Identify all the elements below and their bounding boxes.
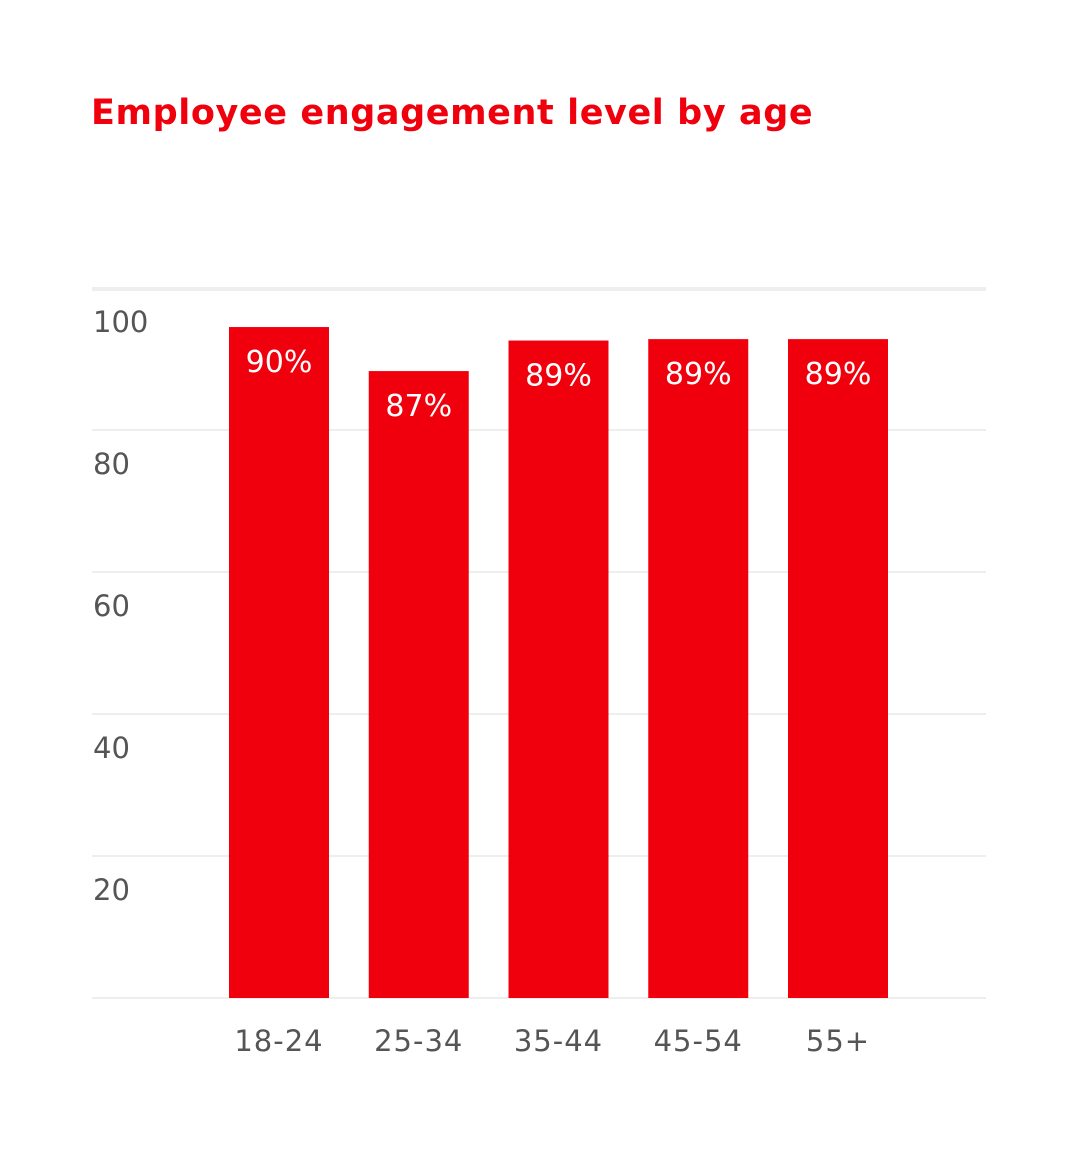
- bar-value-label: 89%: [805, 357, 872, 392]
- bar-value-label: 89%: [525, 359, 592, 394]
- y-tick-label: 40: [93, 731, 130, 765]
- y-tick-label: 80: [93, 447, 130, 481]
- x-category-label: 45-54: [654, 1024, 743, 1058]
- bar: [508, 340, 609, 998]
- y-tick-label: 60: [93, 589, 130, 623]
- bar: [788, 339, 888, 998]
- bar-value-label: 90%: [246, 345, 313, 380]
- x-category-label: 25-34: [374, 1024, 463, 1058]
- x-category-label: 55+: [806, 1024, 870, 1058]
- x-category-label: 18-24: [234, 1024, 323, 1058]
- y-axis-tick-labels: 20 40 60 80 100: [93, 305, 148, 907]
- bar: [648, 339, 749, 998]
- bar-value-label: 89%: [665, 357, 732, 392]
- y-tick-label: 20: [93, 873, 130, 907]
- bar: [368, 371, 469, 998]
- x-axis-category-labels: 18-24 25-34 35-44 45-54 55+: [234, 1024, 870, 1058]
- chart-title: Employee engagement level by age: [91, 93, 814, 133]
- bars: 90% 87% 89% 89% 89%: [229, 327, 888, 998]
- y-tick-label: 100: [93, 305, 148, 339]
- x-category-label: 35-44: [514, 1024, 603, 1058]
- bar: [229, 327, 329, 998]
- bar-value-label: 87%: [385, 389, 452, 424]
